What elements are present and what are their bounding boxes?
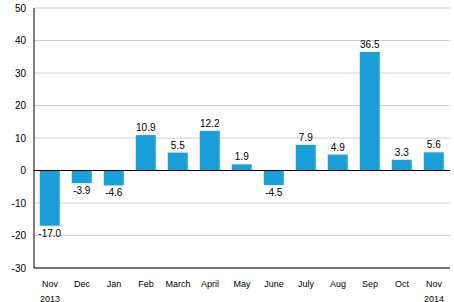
svg-text:July: July <box>298 279 315 289</box>
svg-text:Nov: Nov <box>42 279 59 289</box>
svg-text:2014: 2014 <box>424 294 444 302</box>
svg-text:-10: -10 <box>12 198 27 209</box>
svg-text:5.5: 5.5 <box>171 140 185 151</box>
svg-text:-30: -30 <box>12 263 27 274</box>
svg-text:50: 50 <box>15 3 27 14</box>
svg-text:1.9: 1.9 <box>235 151 249 162</box>
svg-text:30: 30 <box>15 68 27 79</box>
svg-text:-3.9: -3.9 <box>73 185 91 196</box>
svg-text:20: 20 <box>15 100 27 111</box>
svg-text:3.3: 3.3 <box>395 147 409 158</box>
svg-text:10.9: 10.9 <box>136 122 156 133</box>
svg-text:7.9: 7.9 <box>299 132 313 143</box>
svg-text:Aug: Aug <box>330 279 346 289</box>
svg-text:April: April <box>201 279 219 289</box>
svg-text:June: June <box>264 279 284 289</box>
svg-text:-4.6: -4.6 <box>105 187 123 198</box>
svg-text:36.5: 36.5 <box>360 39 380 50</box>
svg-text:March: March <box>165 279 190 289</box>
svg-text:-4.5: -4.5 <box>265 187 283 198</box>
svg-text:10: 10 <box>15 133 27 144</box>
svg-text:4.9: 4.9 <box>331 142 345 153</box>
svg-text:-17.0: -17.0 <box>38 228 61 239</box>
svg-text:2013: 2013 <box>40 294 60 302</box>
svg-text:5.6: 5.6 <box>427 139 441 150</box>
svg-text:May: May <box>233 279 251 289</box>
svg-text:12.2: 12.2 <box>200 118 220 129</box>
svg-text:40: 40 <box>15 35 27 46</box>
svg-text:-20: -20 <box>12 230 27 241</box>
svg-text:Dec: Dec <box>74 279 91 289</box>
svg-text:Nov: Nov <box>426 279 443 289</box>
svg-text:Oct: Oct <box>395 279 410 289</box>
svg-text:Feb: Feb <box>138 279 154 289</box>
svg-text:Sep: Sep <box>362 279 378 289</box>
svg-text:Jan: Jan <box>107 279 122 289</box>
svg-text:0: 0 <box>20 165 26 176</box>
